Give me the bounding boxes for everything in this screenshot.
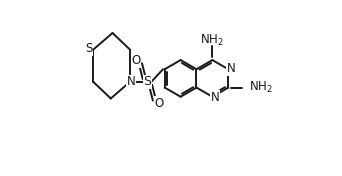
Text: N: N bbox=[227, 62, 236, 75]
Text: O: O bbox=[154, 97, 163, 110]
Text: N: N bbox=[127, 75, 135, 88]
Text: O: O bbox=[131, 54, 141, 67]
Text: N: N bbox=[211, 91, 219, 104]
Text: NH$_2$: NH$_2$ bbox=[200, 33, 224, 48]
Text: S: S bbox=[143, 75, 152, 88]
Text: S: S bbox=[85, 42, 93, 55]
Text: NH$_2$: NH$_2$ bbox=[249, 80, 273, 95]
